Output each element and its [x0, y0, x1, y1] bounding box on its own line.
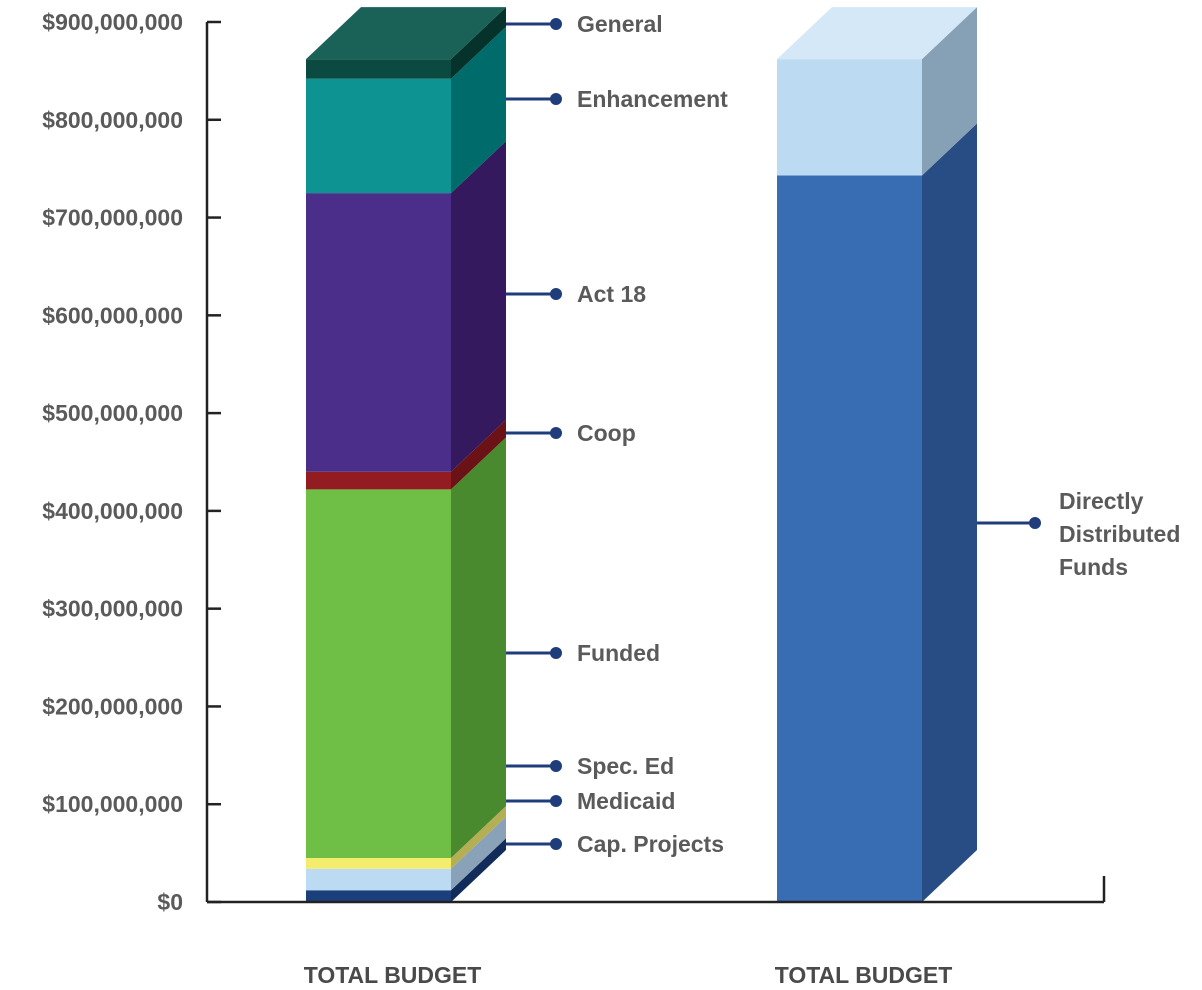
- annotation: General: [506, 11, 663, 37]
- axes: [205, 22, 1106, 904]
- bar-front-face: [306, 193, 451, 472]
- y-tick-label: $600,000,000: [42, 302, 183, 328]
- annotation-label: Spec. Ed: [577, 753, 674, 779]
- bar-side-face: [451, 141, 506, 472]
- annotation-label: Enhancement: [577, 86, 728, 112]
- bar-front-face: [306, 868, 451, 891]
- annotation: Act 18: [506, 281, 646, 307]
- annotation: Medicaid: [506, 788, 675, 814]
- y-tick-label: $700,000,000: [42, 205, 183, 231]
- bar-front-face: [306, 858, 451, 869]
- annotation: Spec. Ed: [506, 753, 674, 779]
- annotation-label: Funded: [577, 640, 660, 666]
- annotation-label: General: [577, 11, 663, 37]
- bar-side-face: [451, 806, 506, 869]
- annotation: Enhancement: [506, 86, 728, 112]
- bar-side-face: [451, 7, 506, 79]
- category-label: TOTAL BUDGET: [775, 962, 953, 988]
- bar-segment: [306, 806, 506, 869]
- leader-dot: [550, 427, 562, 439]
- bar-segment: [777, 123, 977, 902]
- bar-segment: [306, 7, 506, 79]
- leader-dot: [550, 838, 562, 850]
- annotation: Cap. Projects: [506, 831, 724, 857]
- y-tick-label: $300,000,000: [42, 596, 183, 622]
- leader-dot: [550, 18, 562, 30]
- bar-segment: [306, 141, 506, 472]
- bar-front-face: [306, 59, 451, 79]
- annotation-label: Cap. Projects: [577, 831, 724, 857]
- bar-segment: [306, 26, 506, 194]
- annotation: Funded: [506, 640, 660, 666]
- annotation-label: Act 18: [577, 281, 646, 307]
- bars: [306, 7, 977, 902]
- annotation-label: Funds: [1059, 554, 1128, 580]
- bar-segment: [306, 838, 506, 902]
- bar-side-face: [922, 123, 977, 902]
- annotation-label: Distributed: [1059, 521, 1180, 547]
- category-labels: TOTAL BUDGET TOTAL BUDGET: [304, 962, 953, 988]
- y-tick-label: $900,000,000: [42, 9, 183, 35]
- bar-top-face: [306, 7, 506, 60]
- leader-dot: [550, 93, 562, 105]
- annotation-label: Directly: [1059, 488, 1144, 514]
- annotation-label: Medicaid: [577, 788, 675, 814]
- bar-side-face: [451, 437, 506, 858]
- bar-segment: [306, 437, 506, 858]
- bar-segment: [777, 7, 977, 176]
- bar-side-face: [922, 7, 977, 176]
- bar-segment: [306, 816, 506, 891]
- bar-side-face: [451, 419, 506, 490]
- y-tick-label: $800,000,000: [42, 107, 183, 133]
- leader-dot: [1029, 517, 1041, 529]
- category-label: TOTAL BUDGET: [304, 962, 482, 988]
- annotation: Directly Distributed Funds: [977, 488, 1180, 580]
- bar-side-face: [451, 816, 506, 891]
- y-axis-ticks: $0 $100,000,000 $200,000,000 $300,000,000 $4…: [42, 9, 221, 915]
- bar-segment: [306, 419, 506, 490]
- annotation-label: Coop: [577, 420, 636, 446]
- leader-dot: [550, 288, 562, 300]
- annotation: Coop: [506, 420, 636, 446]
- leader-dot: [550, 647, 562, 659]
- bar-front-face: [306, 78, 451, 194]
- bar-front-face: [777, 175, 922, 902]
- y-tick-label: $400,000,000: [42, 498, 183, 524]
- y-tick-label: $100,000,000: [42, 791, 183, 817]
- y-tick-label: $0: [157, 889, 183, 915]
- annotation-leaders: General Enhancement Act 18 Coop Funded Spec. …: [506, 11, 1180, 857]
- bar-side-face: [451, 838, 506, 902]
- bar-front-face: [306, 890, 451, 902]
- leader-dot: [550, 795, 562, 807]
- bar-front-face: [306, 489, 451, 858]
- bar-top-face: [777, 7, 977, 60]
- bar-front-face: [777, 59, 922, 176]
- y-tick-label: $200,000,000: [42, 693, 183, 719]
- leader-dot: [550, 760, 562, 772]
- bar-side-face: [451, 26, 506, 194]
- bar-front-face: [306, 471, 451, 490]
- y-tick-label: $500,000,000: [42, 400, 183, 426]
